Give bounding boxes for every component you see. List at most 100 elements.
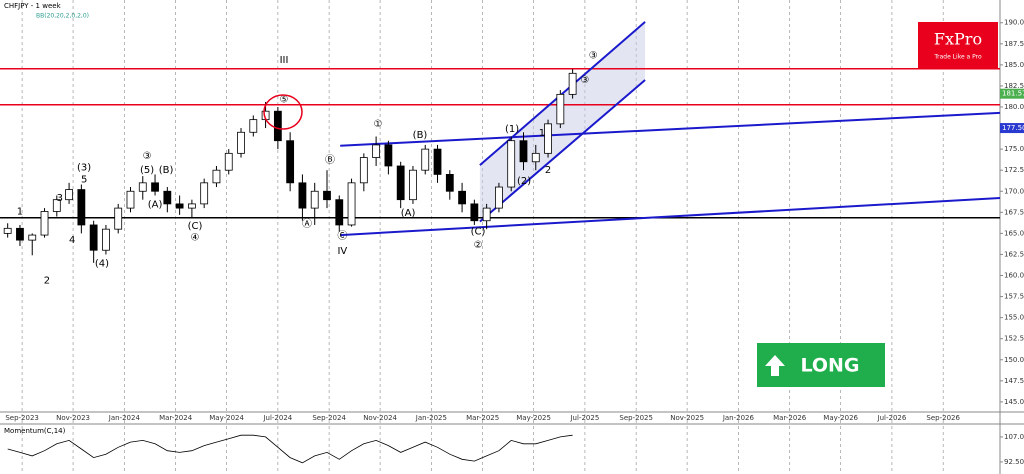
wave-label: ⑤: [280, 94, 289, 105]
wave-label: (B): [159, 165, 174, 176]
candle-body: [3, 227, 12, 234]
x-tick-label: Sep-2025: [619, 414, 653, 422]
chart-title: CHFJPY - 1 week: [4, 2, 62, 10]
y-tick-label: 152.500: [1004, 335, 1024, 343]
candle-body: [507, 140, 516, 188]
wave-label: (A): [401, 208, 416, 219]
x-tick-label: Jan-2024: [108, 414, 141, 422]
wave-label: (B): [413, 130, 428, 141]
candle-body: [65, 189, 73, 201]
candle-body: [359, 157, 368, 184]
badge-text: LONG: [800, 355, 859, 377]
wave-label: ③: [589, 51, 598, 62]
wave-label: (C): [471, 227, 486, 238]
candle-body: [544, 123, 552, 154]
wave-label: 1: [539, 128, 545, 139]
wave-label: (3): [77, 163, 91, 174]
candle-body: [28, 234, 37, 241]
wave-label: ③: [143, 151, 152, 162]
candle-body: [384, 144, 393, 167]
candle-body: [482, 207, 491, 222]
candle-body: [175, 203, 184, 209]
candle-body: [458, 190, 466, 205]
candle-body: [126, 190, 135, 209]
x-tick-label: Mar-2025: [466, 414, 499, 422]
logo-name: FxPro: [934, 30, 982, 49]
wave-label: ②: [474, 240, 483, 251]
candle-body: [396, 165, 405, 201]
candle-body: [151, 182, 159, 192]
x-tick-label: Jul-2026: [877, 414, 907, 422]
candle-body: [372, 144, 381, 158]
wave-label: Ⓒ: [337, 230, 347, 242]
wave-label: 1: [17, 206, 23, 217]
wave-label: 3: [57, 193, 63, 204]
x-tick-label: Sep-2023: [5, 414, 39, 422]
candle-body: [102, 228, 110, 251]
candle-body: [187, 203, 196, 209]
logo-box: [918, 22, 998, 68]
y-tick-label: 155.000: [1004, 314, 1024, 322]
wave-label: Ⓐ: [302, 218, 312, 230]
wave-label: (2): [517, 176, 531, 187]
candle-body: [249, 119, 258, 133]
x-tick-label: Sep-2024: [312, 414, 346, 422]
wave-label: (4): [95, 259, 109, 270]
candle-body: [556, 93, 565, 125]
wave-label: Ⓑ: [325, 154, 335, 166]
wave-label: (A): [148, 200, 163, 211]
price-marker: [1000, 123, 1024, 134]
y-tick-label: 157.500: [1004, 293, 1024, 301]
wave-label: ④: [190, 233, 199, 244]
candle-body: [163, 190, 172, 205]
y-tick-label: 92.50: [1004, 458, 1024, 466]
y-tick-label: 165.000: [1004, 229, 1024, 237]
wave-label: 4: [69, 235, 75, 246]
trend-line: [340, 111, 1001, 147]
wave-label: ③: [580, 75, 589, 86]
candle-body: [409, 169, 417, 201]
wave-label: (C): [188, 221, 203, 232]
x-tick-label: Jul-2024: [262, 414, 292, 422]
x-tick-label: Nov-2025: [670, 414, 704, 422]
trend-line: [479, 79, 646, 223]
wave-label: III: [280, 55, 289, 66]
candle-body: [212, 169, 221, 184]
candle-body: [16, 227, 24, 241]
candle-body: [77, 189, 86, 226]
y-tick-label: 190.000: [1004, 19, 1024, 27]
y-tick-label: 145.000: [1004, 398, 1024, 406]
wave-label: (5): [140, 165, 154, 176]
plot: 12(3)534(4)③(5) (B)(A)(C)④III⑤ⒶⒷⒸIV①(B)(A…: [0, 21, 1001, 464]
y-tick-label: 147.500: [1004, 377, 1024, 385]
logo-tagline: Trade Like a Pro: [933, 54, 982, 61]
y-tick-label: 182.500: [1004, 82, 1024, 90]
wave-label: 2: [44, 276, 50, 287]
y-tick-label: 167.500: [1004, 208, 1024, 216]
candle-body: [347, 182, 356, 226]
x-tick-label: Nov-2024: [363, 414, 397, 422]
x-tick-label: Mar-2026: [773, 414, 807, 422]
y-tick-label: 150.000: [1004, 356, 1024, 364]
candle-body: [273, 110, 282, 142]
y-tick-label: 162.500: [1004, 250, 1024, 258]
wave-label: IV: [337, 246, 347, 257]
candle-body: [310, 190, 319, 209]
y-tick-label: 175.000: [1004, 145, 1024, 153]
candle-body: [89, 224, 98, 251]
candle-body: [433, 148, 442, 175]
candle-body: [495, 186, 503, 209]
x-tick-label: May-2026: [823, 414, 858, 422]
momentum-line: [7, 434, 573, 464]
y-tick-label: 185.000: [1004, 61, 1024, 69]
wave-label: ①: [373, 119, 382, 130]
x-tick-label: May-2024: [209, 414, 244, 422]
candle-body: [470, 203, 479, 222]
x-tick-label: May-2025: [516, 414, 551, 422]
candle-body: [323, 190, 331, 201]
y-tick-label: 180.000: [1004, 103, 1024, 111]
candle-body: [519, 140, 528, 163]
y-tick-label: 172.500: [1004, 166, 1024, 174]
y-tick-label: 187.500: [1004, 40, 1024, 48]
indicator-label: BB(20,20,2,0,2,0): [36, 13, 89, 20]
